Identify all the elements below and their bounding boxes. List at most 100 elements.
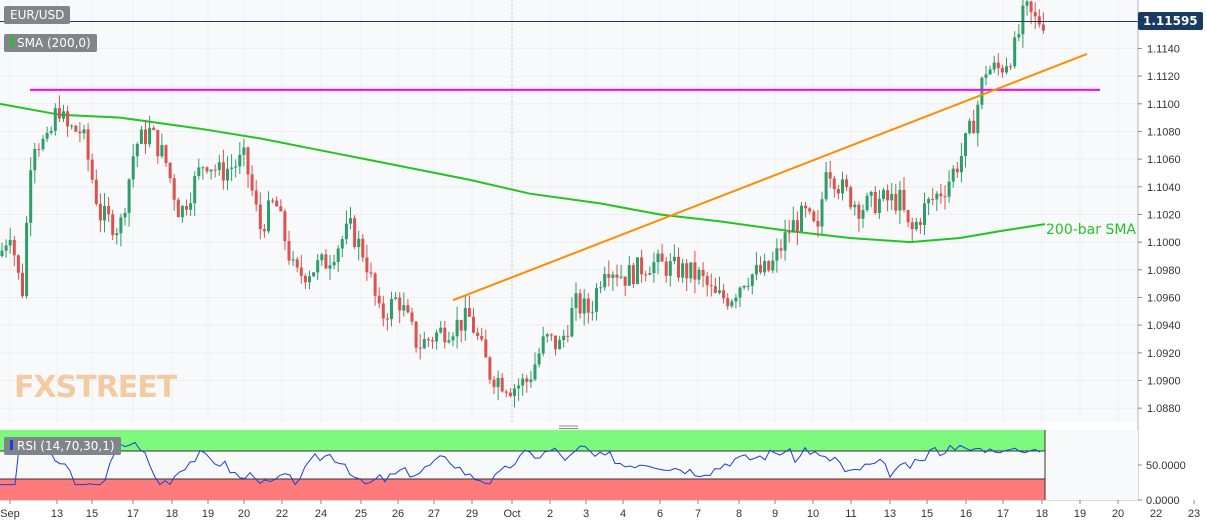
candle-body <box>16 255 20 273</box>
candle <box>791 206 795 233</box>
candle-body <box>562 335 566 341</box>
candle-body <box>832 178 836 190</box>
candle-body <box>845 179 849 188</box>
candle <box>992 55 996 73</box>
x-tick-label: 10 <box>807 508 819 520</box>
candle-body <box>517 385 521 389</box>
candle-body <box>664 261 668 276</box>
candle <box>935 191 939 212</box>
candle <box>746 277 750 291</box>
candle-body <box>812 211 816 222</box>
candle-body <box>275 200 279 207</box>
candle-body <box>738 287 742 298</box>
candle <box>439 320 443 334</box>
candle <box>861 204 865 228</box>
candle-body <box>455 319 459 337</box>
candle <box>111 209 115 241</box>
candle <box>689 262 693 283</box>
candle <box>144 119 147 154</box>
candle-body <box>619 276 623 278</box>
x-tick-label: 15 <box>921 508 933 520</box>
candle-body <box>1041 24 1045 31</box>
candle <box>566 324 570 343</box>
x-tick-label: 6 <box>657 508 663 520</box>
x-tick-label: 19 <box>202 508 214 520</box>
candle <box>463 296 467 341</box>
candle-body <box>861 210 865 219</box>
candle-body <box>74 125 78 132</box>
candle <box>45 126 49 143</box>
candle-body <box>41 138 45 150</box>
candle <box>677 247 680 282</box>
candle <box>615 264 619 287</box>
candle-body <box>767 261 771 271</box>
candle <box>816 209 820 238</box>
candle <box>86 123 90 172</box>
candle-body <box>508 392 512 397</box>
candle-body <box>574 293 578 308</box>
candle <box>344 210 348 245</box>
candle <box>443 320 447 349</box>
candle <box>644 270 648 282</box>
candle <box>29 157 33 237</box>
candle <box>377 287 381 309</box>
candle-body <box>119 217 123 234</box>
rsi-tick-label: 0.0000 <box>1146 495 1180 507</box>
candle <box>41 134 45 152</box>
candle-body <box>217 162 221 171</box>
candle <box>820 191 824 236</box>
candle-body <box>697 269 701 280</box>
x-tick-label: 16 <box>960 508 972 520</box>
candle-body <box>980 77 984 105</box>
y-tick-label: 1.1040 <box>1147 182 1181 194</box>
candle <box>254 179 258 212</box>
candle <box>164 144 168 167</box>
candle <box>455 306 459 349</box>
candle <box>1021 0 1025 48</box>
candle-body <box>853 204 857 208</box>
candle-body <box>668 261 672 276</box>
candle-body <box>787 232 791 234</box>
candle <box>943 185 947 210</box>
candle-body <box>410 312 414 322</box>
candle-body <box>541 336 545 354</box>
candle-body <box>554 335 557 350</box>
candle <box>636 257 639 285</box>
candle-body <box>898 189 902 211</box>
x-tick-label: 15 <box>86 508 98 520</box>
candle-body <box>623 276 627 286</box>
sma-color-swatch <box>10 37 13 47</box>
candle-body <box>295 259 299 268</box>
candle <box>267 191 270 234</box>
candle-body <box>476 332 480 337</box>
candle-body <box>226 168 229 181</box>
y-tick-label: 1.1020 <box>1147 209 1181 221</box>
y-tick-label: 1.1100 <box>1147 99 1180 111</box>
candle <box>152 125 156 131</box>
candle <box>148 115 152 148</box>
candle <box>320 252 324 266</box>
candle <box>914 217 918 232</box>
candle-body <box>914 221 918 230</box>
candle-body <box>959 155 963 173</box>
candle-body <box>590 311 594 313</box>
candle <box>570 297 574 338</box>
candle <box>1009 63 1013 71</box>
candle <box>910 217 914 242</box>
candle <box>385 313 389 331</box>
candle <box>365 244 369 281</box>
candle-body <box>156 130 160 157</box>
candle-body <box>258 204 262 230</box>
candle-body <box>631 265 635 285</box>
candle <box>627 256 631 286</box>
candle <box>586 293 590 324</box>
candle-body <box>558 340 562 350</box>
candle <box>890 183 894 210</box>
candle <box>828 160 832 188</box>
candle <box>664 257 668 283</box>
candle <box>12 236 16 267</box>
candle-body <box>701 269 705 276</box>
candle-body <box>390 298 393 320</box>
support-trend-line <box>452 53 1088 302</box>
candle-body <box>242 147 246 155</box>
